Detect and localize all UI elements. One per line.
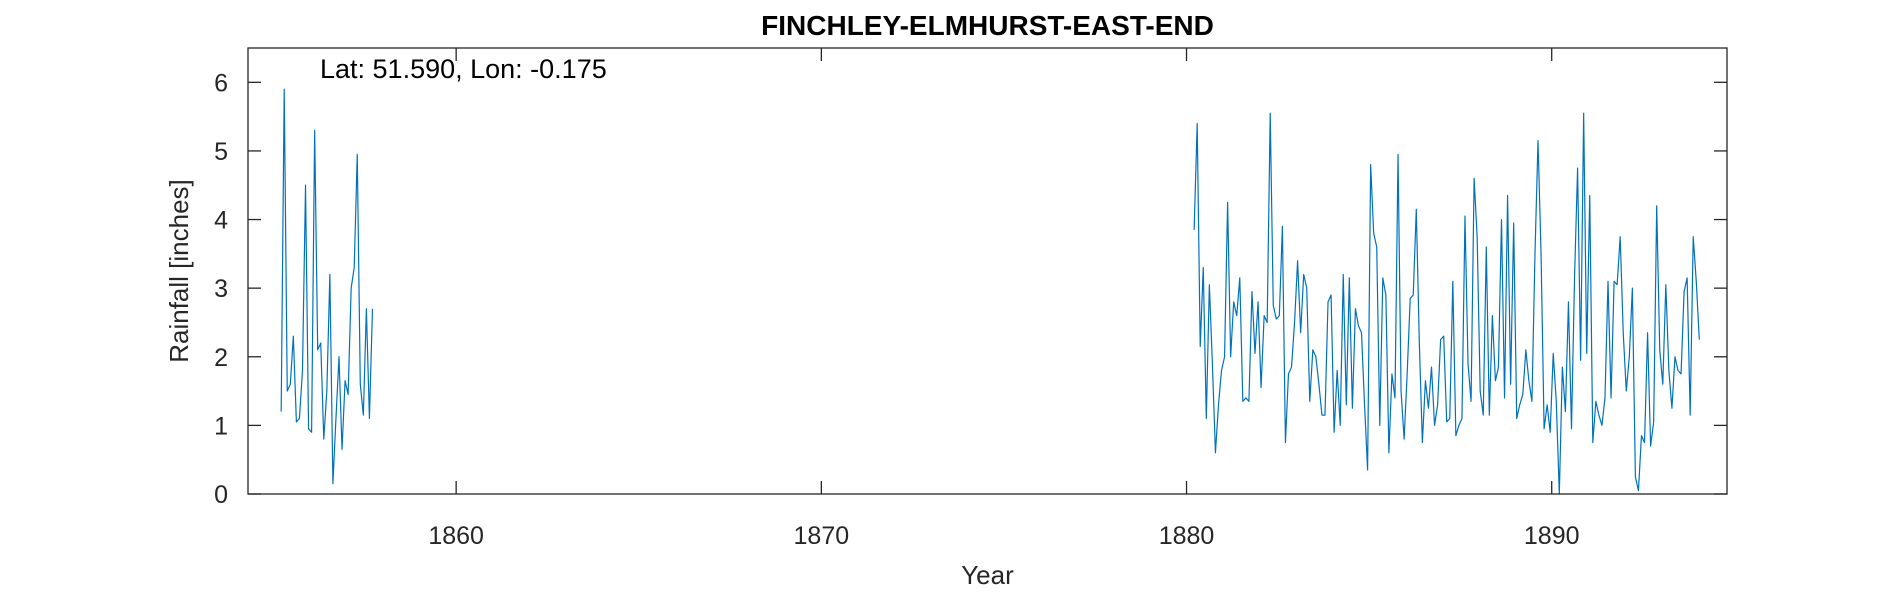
series-line-segment	[1193, 112, 1700, 495]
y-tick-label: 0	[214, 481, 228, 509]
y-axis-label: Rainfall [inches]	[164, 179, 194, 363]
plot-area	[248, 48, 1727, 494]
y-tick-label: 1	[214, 412, 228, 440]
y-tick-label: 3	[214, 275, 228, 303]
y-tick-label: 6	[214, 69, 228, 97]
x-tick-label: 1860	[428, 522, 484, 550]
y-tick-label: 5	[214, 138, 228, 166]
plot-frame	[247, 47, 1728, 495]
x-tick-label: 1890	[1524, 522, 1580, 550]
y-tick-label: 2	[214, 344, 228, 372]
x-tick-label: 1880	[1159, 522, 1215, 550]
chart-title: FINCHLEY-ELMHURST-EAST-END	[761, 10, 1214, 41]
ticks-layer: 1860 1870 1880 1890 0 1 2 3 4 5 6	[214, 48, 1727, 550]
series-line-segment	[280, 88, 374, 485]
x-axis-label: Year	[961, 560, 1014, 590]
x-tick-label: 1870	[794, 522, 850, 550]
y-tick-label: 4	[214, 207, 228, 235]
series-layer	[280, 88, 1700, 495]
chart-annotation: Lat: 51.590, Lon: -0.175	[320, 54, 607, 84]
